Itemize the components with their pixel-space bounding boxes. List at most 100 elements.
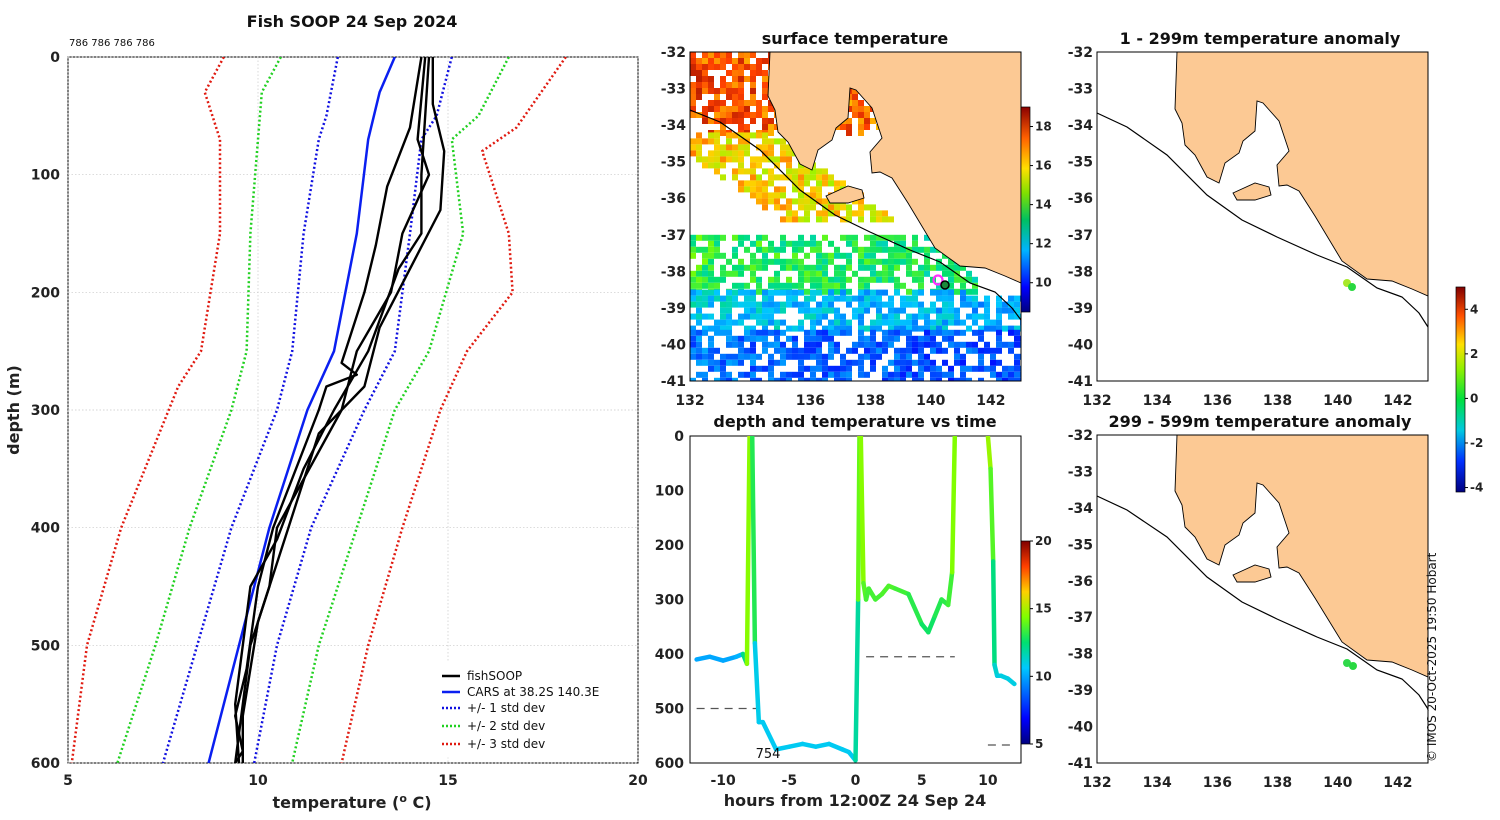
time-ytick-label: 100 [655, 484, 684, 500]
sst-cell [756, 335, 762, 342]
sst-cell [768, 295, 774, 302]
map-ytick-label: -38 [661, 264, 686, 280]
time-track-segment [949, 436, 958, 575]
sst-cell [900, 258, 906, 265]
sst-cell [972, 307, 978, 314]
sst-cell [690, 270, 696, 277]
sst-cell [744, 100, 750, 106]
legend-fish: fishSOOP [467, 669, 522, 683]
sst-cell [732, 289, 738, 296]
sst-cell [840, 377, 846, 381]
time-ytick-label: 400 [655, 647, 684, 663]
colorbar-tick-label: -2 [1470, 436, 1483, 450]
sst-cell [804, 353, 810, 360]
sst-cell [948, 289, 954, 296]
sst-cell [948, 365, 954, 372]
sst-cell [792, 168, 798, 175]
colorbar-tick-label: -4 [1470, 481, 1483, 495]
sst-cell [714, 325, 720, 332]
sst-cell [876, 313, 882, 320]
sst-cell [714, 365, 720, 372]
sst-cell [810, 234, 816, 241]
sst-cell [882, 264, 888, 271]
sst-cell [720, 377, 726, 381]
sst-cell [738, 132, 744, 139]
sst-cell [768, 150, 774, 157]
sst-cell [912, 371, 918, 378]
sst-cell [936, 264, 942, 271]
sst-cell [768, 289, 774, 296]
sst-cell [858, 365, 864, 372]
sst-cell [888, 359, 894, 366]
sst-cell [822, 301, 828, 308]
sst-cell [720, 264, 726, 271]
sst-cell [774, 258, 780, 265]
sst-cell [990, 353, 996, 360]
sst-cell [708, 359, 714, 366]
sst-cell [1014, 301, 1020, 308]
sst-cell [798, 174, 804, 181]
sst-cell [798, 192, 804, 199]
sst-cell [732, 58, 738, 64]
sst-cell [942, 264, 948, 271]
sst-cell [996, 359, 1002, 366]
sst-cell [750, 329, 756, 336]
sst-cell [702, 234, 708, 241]
sst-cell [774, 307, 780, 314]
sst-cell [864, 335, 870, 342]
anomaly-map-2-tick-labels: -32 -33 -34 -35 -36 -37 -38 -39 -40 -41 132 134 136 1… [1068, 428, 1413, 791]
sst-cell [732, 319, 738, 326]
sst-cell [774, 301, 780, 308]
profile-legend: fishSOOP CARS at 38.2S 140.3E +/- 1 std … [435, 662, 621, 758]
sst-cell [948, 270, 954, 277]
sst-cell [762, 341, 768, 348]
sst-australia-land [767, 52, 1021, 284]
sst-cell [774, 359, 780, 366]
sst-cell [738, 64, 744, 70]
sst-cell [732, 94, 738, 100]
sst-cell [714, 377, 720, 381]
sst-cell [942, 313, 948, 320]
sst-cell [786, 204, 792, 211]
sst-cell [762, 246, 768, 253]
sst-cell [792, 325, 798, 332]
sst-cell [804, 329, 810, 336]
sst-cell [996, 325, 1002, 332]
map-xtick-label: 140 [1323, 775, 1352, 791]
sst-cell [828, 174, 834, 181]
sst-colorbar [1020, 106, 1031, 313]
sst-cell [750, 156, 756, 163]
sst-cell [714, 252, 720, 259]
map-xtick-label: 136 [1203, 775, 1232, 791]
sst-cell [798, 162, 804, 169]
sst-cell [804, 307, 810, 314]
sst-cell [918, 313, 924, 320]
sst-cell [774, 156, 780, 163]
sst-cell [912, 347, 918, 354]
sst-cell [762, 252, 768, 259]
sst-cell [798, 198, 804, 205]
sst-cell [852, 198, 858, 205]
sst-cell [696, 246, 702, 253]
sst-cell [744, 295, 750, 302]
sst-cell [840, 329, 846, 336]
sst-cell [768, 353, 774, 360]
sst-cell [732, 282, 738, 289]
sst-cell [1008, 371, 1014, 378]
sst-cell [792, 347, 798, 354]
sst-cell [888, 276, 894, 283]
sst-cell [786, 353, 792, 360]
sst-cell [870, 204, 876, 211]
sst-cell [822, 365, 828, 372]
sst-cell [996, 329, 1002, 336]
sst-cell [750, 377, 756, 381]
sst-cell [894, 289, 900, 296]
sst-cell [768, 301, 774, 308]
sst-cell [828, 341, 834, 348]
sst-cell [906, 365, 912, 372]
sst-cell [870, 118, 876, 124]
sst-cell [690, 52, 696, 58]
sst-cell [720, 162, 726, 169]
sst-cell [726, 144, 732, 151]
sst-cell [972, 319, 978, 326]
